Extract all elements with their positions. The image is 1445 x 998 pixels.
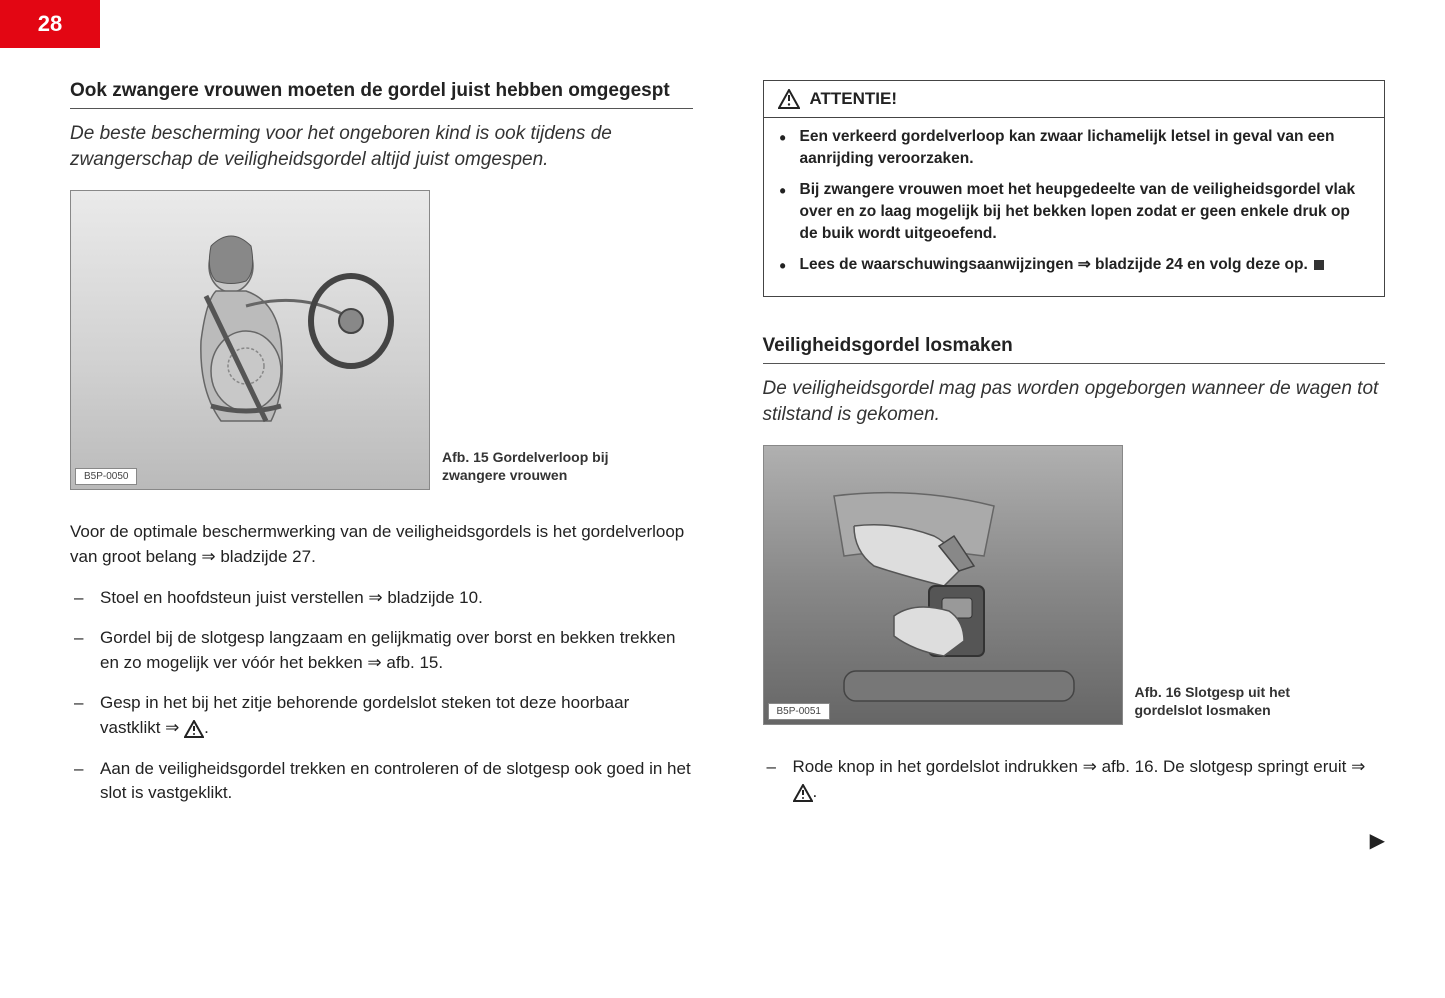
figure-16-caption: Afb. 16 Slotgesp uit het gordelslot losm…	[1135, 683, 1315, 725]
figure-16-block: B5P-0051 Afb. 16 Slotgesp uit het gordel…	[763, 445, 1386, 725]
end-square-icon	[1314, 260, 1324, 270]
instruction-list-left: Stoel en hoofdsteun juist verstellen ⇒ b…	[70, 586, 693, 806]
figure-16-ref: B5P-0051	[768, 703, 830, 720]
section-heading-pregnant: Ook zwangere vrouwen moeten de gordel ju…	[70, 80, 693, 109]
warning-triangle-icon	[793, 784, 813, 802]
list-item: Gesp in het bij het zitje behorende gord…	[70, 691, 693, 740]
list-item: Gordel bij de slotgesp langzaam en gelij…	[70, 626, 693, 675]
body-text-optimal: Voor de optimale beschermwerking van de …	[70, 520, 693, 569]
figure-16-image: B5P-0051	[763, 445, 1123, 725]
list-item: Rode knop in het gordelslot indrukken ⇒ …	[763, 755, 1386, 804]
section-intro-pregnant: De beste bescherming voor het ongeboren …	[70, 121, 693, 172]
belt-release-illustration	[814, 476, 1094, 716]
continue-arrow-icon: ▶	[1370, 828, 1385, 853]
list-item-text: Gesp in het bij het zitje behorende gord…	[100, 693, 629, 737]
list-item-text: Stoel en hoofdsteun juist verstellen ⇒ b…	[100, 588, 483, 607]
page-number: 28	[38, 11, 62, 37]
warning-triangle-icon	[778, 89, 800, 109]
figure-15-caption: Afb. 15 Gordelverloop bij zwangere vrouw…	[442, 448, 622, 490]
attention-item: Lees de waarschuwingsaanwijzingen ⇒ blad…	[778, 254, 1371, 276]
attention-item: Bij zwangere vrouwen moet het heupgedeel…	[778, 179, 1371, 244]
list-item-text: Gordel bij de slotgesp langzaam en gelij…	[100, 628, 676, 672]
attention-body: Een verkeerd gordelverloop kan zwaar lic…	[764, 118, 1385, 296]
list-item: Stoel en hoofdsteun juist verstellen ⇒ b…	[70, 586, 693, 611]
page-number-tab: 28	[0, 0, 100, 48]
attention-item: Een verkeerd gordelverloop kan zwaar lic…	[778, 126, 1371, 169]
figure-15-image: B5P-0050	[70, 190, 430, 490]
attention-box: ATTENTIE! Een verkeerd gordelverloop kan…	[763, 80, 1386, 297]
list-item-text: Aan de veiligheidsgordel trekken en cont…	[100, 759, 691, 803]
attention-item-text: Lees de waarschuwingsaanwijzingen ⇒ blad…	[800, 256, 1308, 273]
attention-header: ATTENTIE!	[764, 81, 1385, 118]
page-content: Ook zwangere vrouwen moeten de gordel ju…	[0, 0, 1445, 862]
list-item-text: Rode knop in het gordelslot indrukken ⇒ …	[793, 757, 1366, 776]
left-column: Ook zwangere vrouwen moeten de gordel ju…	[70, 80, 693, 822]
list-item: Aan de veiligheidsgordel trekken en cont…	[70, 757, 693, 806]
section-intro-release: De veiligheidsgordel mag pas worden opge…	[763, 376, 1386, 427]
attention-list: Een verkeerd gordelverloop kan zwaar lic…	[778, 126, 1371, 276]
attention-title: ATTENTIE!	[810, 89, 898, 109]
figure-15-ref: B5P-0050	[75, 468, 137, 485]
figure-15-block: B5P-0050 Afb. 15 Gordelverloop bij zwang…	[70, 190, 693, 490]
section-heading-release: Veiligheidsgordel losmaken	[763, 335, 1386, 364]
warning-triangle-icon	[184, 720, 204, 738]
instruction-list-right: Rode knop in het gordelslot indrukken ⇒ …	[763, 755, 1386, 804]
pregnant-driver-illustration	[151, 221, 411, 481]
right-column: ATTENTIE! Een verkeerd gordelverloop kan…	[763, 80, 1386, 822]
